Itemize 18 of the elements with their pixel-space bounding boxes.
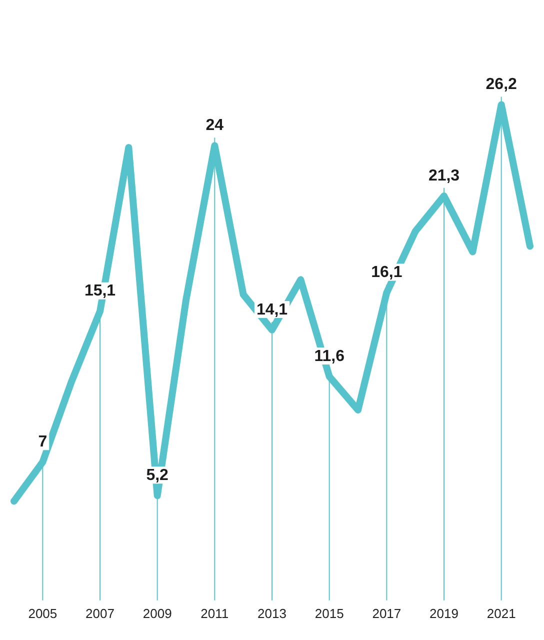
data-label: 24 — [206, 117, 224, 134]
x-tick-label: 2015 — [314, 606, 344, 621]
x-tick-label: 2005 — [28, 606, 58, 621]
x-tick-label: 2013 — [258, 606, 286, 621]
data-label: 21,3 — [428, 167, 460, 184]
data-label: 11,6 — [314, 348, 345, 365]
x-tick-label: 2017 — [372, 606, 402, 621]
data-label: 15,1 — [84, 282, 116, 300]
data-label: 7 — [38, 434, 48, 451]
x-tick-label: 2019 — [430, 606, 458, 621]
x-tick-label: 2007 — [86, 606, 114, 621]
x-tick-label: 2011 — [200, 606, 229, 621]
data-label: 5,2 — [146, 467, 169, 484]
data-label: 26,2 — [486, 76, 518, 94]
data-label: 16,1 — [371, 264, 402, 282]
x-tick-label: 2021 — [486, 606, 516, 621]
x-tick-label: 2009 — [142, 606, 172, 621]
data-label: 14,1 — [256, 301, 288, 318]
